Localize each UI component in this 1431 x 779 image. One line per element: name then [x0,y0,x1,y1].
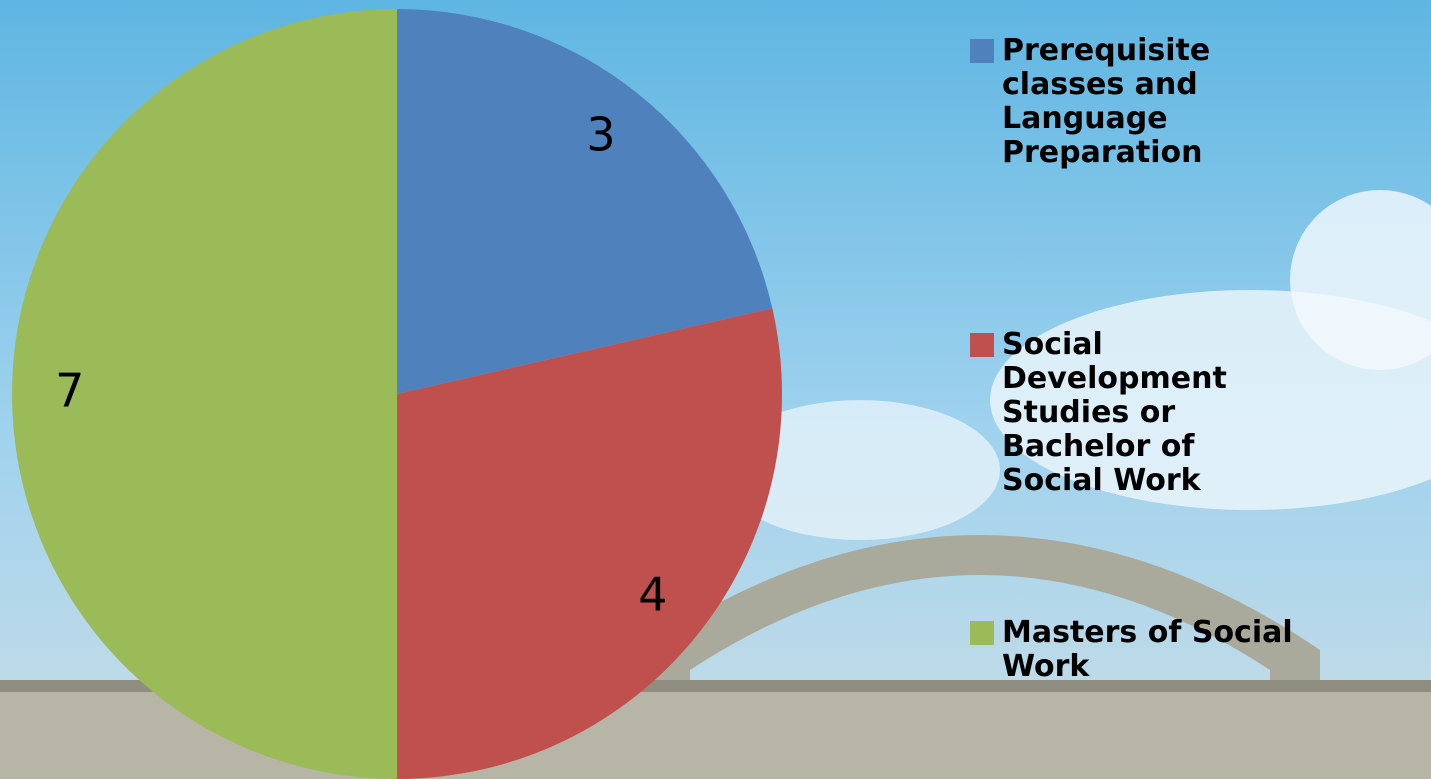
legend-label: Social Development Studies or Bachelor o… [1002,328,1302,498]
legend-swatch [970,333,994,357]
legend-swatch [970,39,994,63]
legend-item: Social Development Studies or Bachelor o… [970,328,1410,498]
legend-item: Masters of Social Work [970,616,1410,684]
data-label: 4 [638,568,667,622]
legend-item: Prerequisite classes and Language Prepar… [970,34,1410,170]
legend-label: Masters of Social Work [1002,616,1302,684]
page: 3 4 7 Prerequisite classes and Language Pr… [0,0,1431,779]
data-label: 3 [586,108,615,162]
legend-swatch [970,621,994,645]
data-label: 7 [55,364,84,418]
legend-label: Prerequisite classes and Language Prepar… [1002,34,1302,170]
